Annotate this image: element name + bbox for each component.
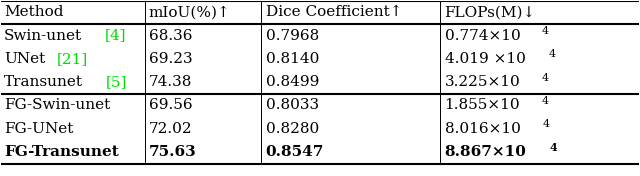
Text: Transunet: Transunet [4,75,83,89]
Text: 0.8033: 0.8033 [266,98,319,112]
Text: 4: 4 [542,96,549,106]
Text: Dice Coefficient↑: Dice Coefficient↑ [266,5,402,19]
Text: FG-Swin-unet: FG-Swin-unet [4,98,110,112]
Text: FG-UNet: FG-UNet [4,122,73,136]
Text: 8.016×10: 8.016×10 [445,122,520,136]
Text: 74.38: 74.38 [149,75,192,89]
Text: 1.855×10: 1.855×10 [445,98,520,112]
Text: 72.02: 72.02 [149,122,193,136]
Text: 4: 4 [542,119,549,129]
Text: 69.56: 69.56 [149,98,193,112]
Text: 8.867×10: 8.867×10 [445,145,527,159]
Text: 0.8140: 0.8140 [266,52,319,66]
Text: 0.8547: 0.8547 [266,145,324,159]
Text: Method: Method [4,5,63,19]
Text: FG-Transunet: FG-Transunet [4,145,118,159]
Text: 4: 4 [542,73,549,83]
Text: 3.225×10: 3.225×10 [445,75,520,89]
Text: 4: 4 [548,49,556,59]
Text: 0.7968: 0.7968 [266,29,319,43]
Text: Swin-unet: Swin-unet [4,29,82,43]
Text: 0.8499: 0.8499 [266,75,319,89]
Text: 68.36: 68.36 [149,29,193,43]
Text: 4: 4 [550,142,557,153]
Text: [21]: [21] [57,52,88,66]
Text: 4.019 ×10: 4.019 ×10 [445,52,525,66]
Text: 69.23: 69.23 [149,52,193,66]
Text: [5]: [5] [106,75,127,89]
Text: mIoU(%)↑: mIoU(%)↑ [149,5,230,19]
Text: 4: 4 [542,26,549,36]
Text: 0.774×10: 0.774×10 [445,29,520,43]
Text: 75.63: 75.63 [149,145,196,159]
Text: UNet: UNet [4,52,45,66]
Text: [4]: [4] [104,29,126,43]
Text: 0.8280: 0.8280 [266,122,319,136]
Text: FLOPs(M)↓: FLOPs(M)↓ [445,5,536,19]
